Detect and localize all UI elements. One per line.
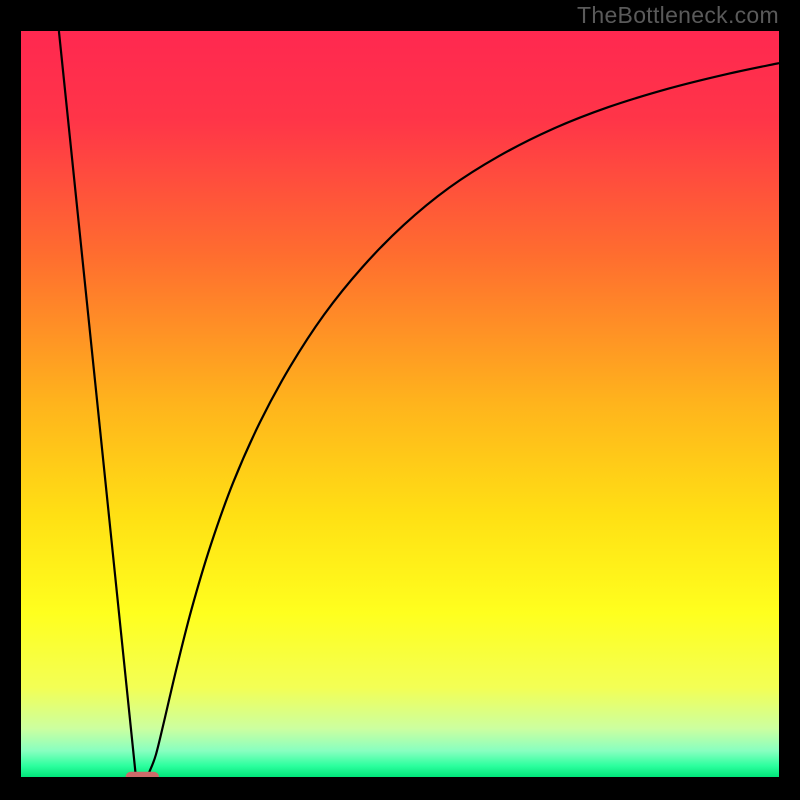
curve-layer (21, 31, 779, 777)
figure: TheBottleneck.com (0, 0, 800, 800)
curve-left-branch (59, 31, 136, 773)
curve-right-branch (149, 63, 779, 772)
watermark-text: TheBottleneck.com (577, 2, 779, 29)
plot-area (21, 31, 779, 777)
minimum-marker (126, 772, 159, 777)
